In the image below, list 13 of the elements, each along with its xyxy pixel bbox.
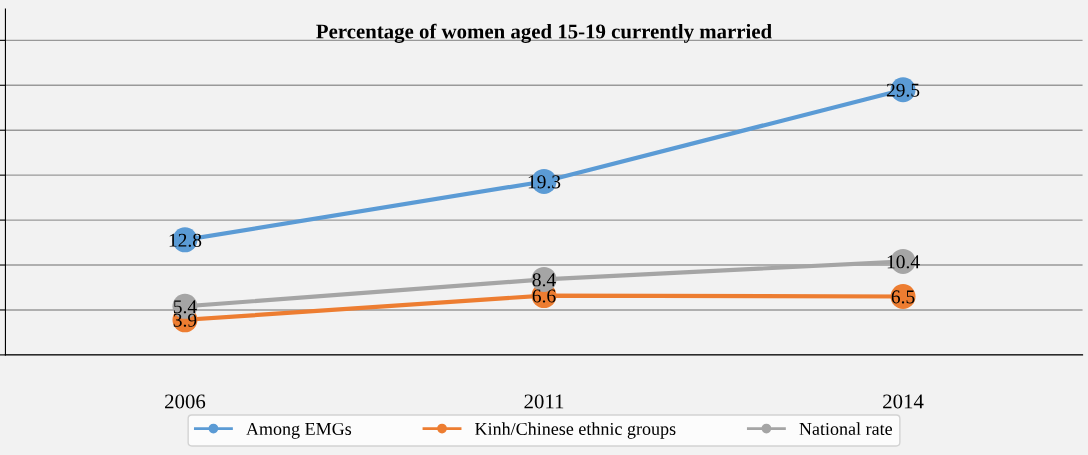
data-label: 5.4 <box>173 300 197 314</box>
legend-label: Among EMGs <box>246 422 352 439</box>
x-tick-label: 2006 <box>165 394 206 409</box>
data-label: 8.4 <box>532 273 556 287</box>
chart-title: Percentage of women aged 15-19 currently married <box>316 23 772 43</box>
data-label: 10.4 <box>887 255 920 269</box>
data-label: 3.9 <box>173 313 197 327</box>
data-label: 6.6 <box>532 289 556 303</box>
legend-label: National rate <box>799 422 893 436</box>
legend-label: Kinh/Chinese ethnic groups <box>475 422 676 439</box>
data-label: 6.5 <box>891 290 915 304</box>
x-tick-label: 2014 <box>883 394 924 409</box>
x-tick-label: 2011 <box>524 394 564 409</box>
